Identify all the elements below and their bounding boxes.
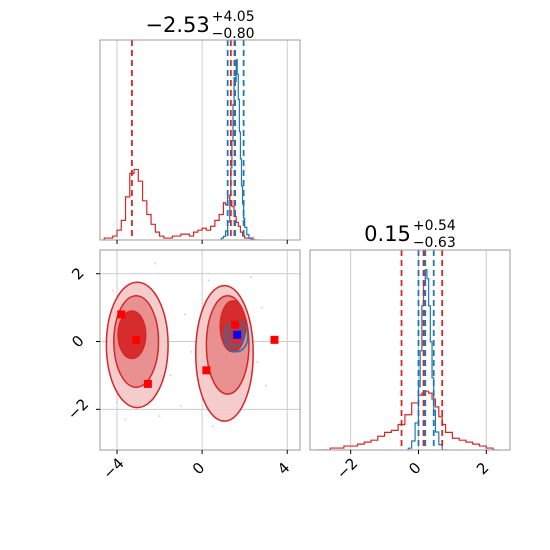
param1-hist-frame bbox=[99, 39, 301, 241]
joint-scatter-point-1 bbox=[169, 374, 172, 377]
joint-frame bbox=[99, 249, 301, 451]
param1-title: −2.53 +4.05 −0.80 bbox=[145, 9, 254, 42]
joint-scatter-point-10 bbox=[154, 262, 157, 265]
joint-scatter-point-6 bbox=[116, 401, 119, 404]
param2-hist-panel bbox=[316, 250, 499, 450]
param1-hist-red bbox=[103, 168, 259, 240]
param1-hist-blue bbox=[220, 59, 257, 240]
param1-title-lower: −0.80 bbox=[212, 26, 255, 42]
joint-red-square-3 bbox=[202, 366, 211, 375]
param2-xtick-label-1: 0 bbox=[405, 459, 424, 478]
param2-title: 0.15 +0.54 −0.63 bbox=[364, 218, 456, 251]
joint-scatter-point-9 bbox=[207, 279, 210, 282]
joint-red-contour-2 bbox=[117, 310, 147, 360]
joint-scatter-point-0 bbox=[111, 289, 114, 292]
joint-xtick-label-2: 4 bbox=[274, 459, 293, 478]
joint-ytick-label-0: −2 bbox=[64, 395, 92, 423]
joint-scatter-point-5 bbox=[211, 425, 214, 428]
param1-title-median: −2.53 bbox=[145, 13, 209, 37]
param2-title-lower: −0.63 bbox=[413, 235, 456, 251]
joint-scatter-point-12 bbox=[124, 418, 127, 421]
param2-title-upper: +0.54 bbox=[413, 218, 456, 234]
joint-panel bbox=[100, 250, 300, 450]
joint-scatter-point-14 bbox=[190, 350, 193, 353]
joint-red-square-0 bbox=[117, 310, 126, 319]
param2-title-median: 0.15 bbox=[364, 222, 411, 246]
joint-red-square-4 bbox=[231, 320, 240, 329]
joint-red-square-5 bbox=[270, 335, 279, 344]
joint-xtick-label-0: −4 bbox=[99, 454, 127, 482]
joint-scatter-point-2 bbox=[184, 313, 187, 316]
param1-hist-panel bbox=[103, 40, 288, 240]
param2-hist-frame bbox=[309, 249, 511, 451]
param2-xtick-label-0: −2 bbox=[333, 454, 361, 482]
joint-scatter-point-8 bbox=[179, 404, 182, 407]
joint-blue-square bbox=[233, 330, 242, 339]
joint-ytick-label-1: 0 bbox=[68, 332, 87, 351]
joint-scatter-point-13 bbox=[250, 276, 253, 279]
joint-ytick-label-2: 2 bbox=[68, 264, 87, 283]
param2-hist-red bbox=[316, 390, 499, 450]
joint-scatter-point-3 bbox=[158, 415, 161, 418]
param1-title-upper: +4.05 bbox=[212, 9, 255, 25]
joint-red-square-2 bbox=[143, 379, 152, 388]
param2-xtick-label-2: 2 bbox=[473, 459, 492, 478]
param2-hist-blue bbox=[407, 269, 448, 450]
joint-scatter-point-7 bbox=[260, 306, 263, 309]
joint-scatter-point-4 bbox=[256, 360, 259, 363]
joint-xtick-label-1: 0 bbox=[189, 459, 208, 478]
joint-scatter-point-11 bbox=[264, 384, 267, 387]
joint-red-square-1 bbox=[132, 335, 141, 344]
